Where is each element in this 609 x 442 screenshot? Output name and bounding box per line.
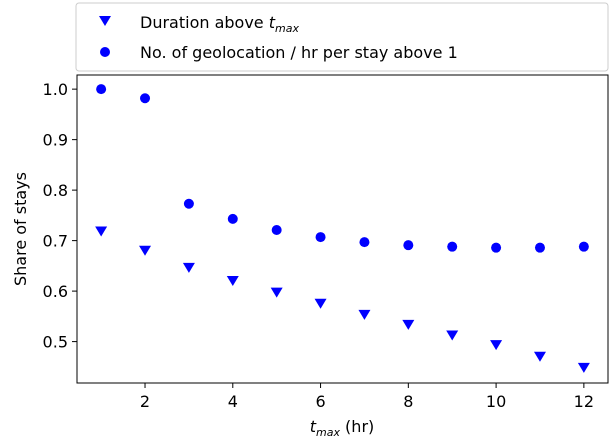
data-point-geolocation xyxy=(403,240,414,251)
legend-label-duration: Duration above tmax xyxy=(140,13,299,35)
data-points xyxy=(95,84,590,373)
data-point-duration xyxy=(577,362,590,373)
x-axis: 2 4 6 8 10 12 xyxy=(140,383,594,411)
y-axis-label: Share of stays xyxy=(11,172,30,286)
data-point-geolocation xyxy=(271,225,282,236)
data-point-duration xyxy=(139,245,152,256)
data-point-geolocation xyxy=(359,237,370,248)
data-point-duration xyxy=(402,319,415,330)
legend-label-geolocation: No. of geolocation / hr per stay above 1 xyxy=(140,43,458,62)
data-point-geolocation xyxy=(140,93,151,104)
x-tick-label: 2 xyxy=(140,392,150,411)
data-point-geolocation xyxy=(491,242,502,253)
data-point-duration xyxy=(226,276,239,287)
data-point-duration xyxy=(182,262,195,273)
data-point-duration xyxy=(95,226,108,237)
legend-marker-triangle xyxy=(99,16,111,26)
data-point-geolocation xyxy=(183,198,194,209)
data-point-geolocation xyxy=(578,241,589,252)
y-tick-label: 0.7 xyxy=(43,232,68,251)
y-tick-label: 0.5 xyxy=(43,333,68,352)
legend-marker-circle xyxy=(100,47,110,57)
y-axis: 0.5 0.6 0.7 0.8 0.9 1.0 xyxy=(43,80,77,352)
data-point-geolocation xyxy=(315,232,326,243)
legend-box xyxy=(75,2,609,72)
plot-area-frame xyxy=(76,74,609,384)
data-point-duration xyxy=(270,287,283,298)
x-tick-label: 8 xyxy=(403,392,413,411)
x-tick-label: 6 xyxy=(315,392,325,411)
x-axis-label: tmax (hr) xyxy=(310,417,375,439)
x-tick-label: 12 xyxy=(574,392,594,411)
data-point-duration xyxy=(533,351,546,362)
data-point-duration xyxy=(358,309,371,320)
y-tick-label: 0.6 xyxy=(43,282,68,301)
data-point-geolocation xyxy=(447,241,458,252)
legend: Duration above tmax No. of geolocation /… xyxy=(75,2,609,72)
y-tick-label: 0.9 xyxy=(43,131,68,150)
y-tick-label: 0.8 xyxy=(43,181,68,200)
y-tick-label: 1.0 xyxy=(43,80,68,99)
data-point-geolocation xyxy=(227,213,238,224)
x-tick-label: 10 xyxy=(486,392,506,411)
data-point-duration xyxy=(446,330,459,341)
data-point-duration xyxy=(314,298,327,309)
x-tick-label: 4 xyxy=(228,392,238,411)
data-point-geolocation xyxy=(534,242,545,253)
data-point-geolocation xyxy=(96,84,107,95)
data-point-duration xyxy=(490,340,503,351)
